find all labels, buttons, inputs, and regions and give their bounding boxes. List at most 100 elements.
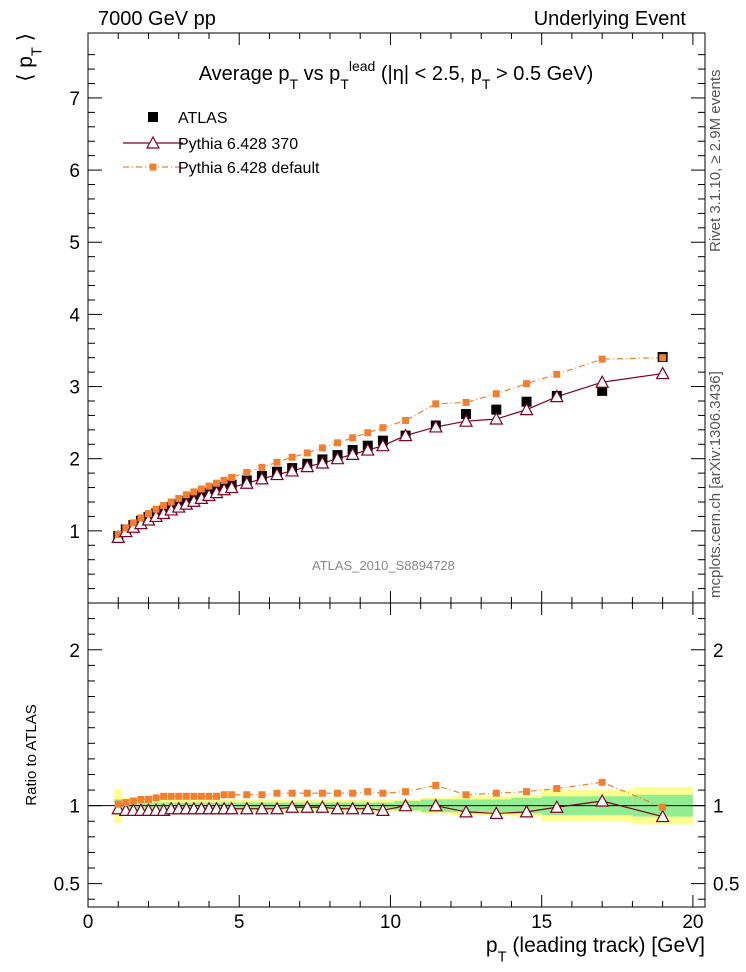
main-panel: 1 2 3 4 5 6 7 Average pT vs pTlead (|η| < 2.5, … bbox=[14, 32, 706, 615]
analysis-reference-label: ATLAS_2010_S8894728 bbox=[312, 558, 455, 573]
data-point-pythia-default bbox=[129, 519, 137, 527]
data-point-pythia-370 bbox=[655, 366, 670, 380]
ratio-point-pythia-370 bbox=[519, 804, 534, 818]
data-point-pythia-default bbox=[152, 505, 160, 513]
series-line-pythia-370 bbox=[117, 372, 663, 538]
ratio-point-pythia-370 bbox=[595, 793, 610, 807]
data-point-pythia-default bbox=[334, 439, 342, 447]
data-point-pythia-370 bbox=[489, 411, 504, 425]
data-point-pythia-default bbox=[462, 398, 470, 406]
data-point-pythia-default bbox=[318, 444, 326, 452]
ratio-y-tick-label-right: 0.5 bbox=[713, 875, 739, 896]
ratio-y-tick-label: 2 bbox=[69, 641, 80, 662]
data-point-pythia-370 bbox=[254, 471, 269, 485]
legend-label: Pythia 6.428 370 bbox=[178, 136, 298, 153]
ratio-point-pythia-370 bbox=[300, 799, 315, 813]
ratio-point-pythia-default bbox=[334, 789, 342, 797]
y-tick-label: 4 bbox=[69, 305, 80, 326]
x-axis-label: pT (leading track) [GeV] bbox=[486, 934, 705, 965]
data-point-pythia-370 bbox=[459, 413, 474, 427]
data-point-pythia-default bbox=[144, 510, 152, 518]
ratio-point-pythia-default bbox=[288, 789, 296, 797]
legend-marker-atlas bbox=[148, 112, 158, 122]
data-point-atlas bbox=[521, 396, 532, 407]
ratio-point-pythia-370 bbox=[489, 806, 504, 820]
ratio-point-pythia-370 bbox=[330, 801, 345, 815]
data-point-pythia-default bbox=[197, 485, 205, 493]
data-point-pythia-370 bbox=[345, 447, 360, 460]
data-point-pythia-370 bbox=[549, 389, 564, 403]
ratio-point-pythia-default bbox=[318, 789, 326, 797]
header-right-label: Underlying Event bbox=[533, 8, 686, 30]
data-point-pythia-default bbox=[220, 476, 228, 484]
ratio-point-pythia-default bbox=[432, 781, 440, 789]
data-point-pythia-default bbox=[160, 502, 168, 510]
ratio-point-pythia-370 bbox=[239, 801, 254, 815]
ratio-point-pythia-370 bbox=[315, 799, 330, 813]
legend-marker-pythia-370 bbox=[145, 135, 161, 149]
ratio-point-pythia-370 bbox=[224, 801, 239, 815]
data-point-pythia-370 bbox=[398, 428, 413, 442]
data-point-pythia-default bbox=[492, 390, 500, 398]
y-tick-label: 7 bbox=[69, 89, 80, 110]
data-point-pythia-default bbox=[213, 479, 221, 487]
ratio-point-pythia-default bbox=[182, 792, 190, 800]
ratio-point-pythia-default bbox=[349, 789, 357, 797]
ratio-point-pythia-default bbox=[160, 792, 168, 800]
data-point-pythia-default bbox=[228, 473, 236, 481]
ratio-point-pythia-default bbox=[129, 797, 137, 805]
data-point-pythia-370 bbox=[270, 467, 285, 481]
ratio-point-pythia-default bbox=[114, 800, 122, 808]
ratio-point-pythia-370 bbox=[375, 803, 390, 816]
ratio-y-tick-label-right: 1 bbox=[713, 797, 724, 818]
ratio-point-pythia-default bbox=[122, 799, 130, 807]
data-point-pythia-default bbox=[122, 524, 130, 532]
data-point-pythia-default bbox=[598, 355, 606, 363]
ratio-point-pythia-default bbox=[379, 789, 387, 797]
chart-title: Average pT vs pTlead (|η| < 2.5, pT > 0.… bbox=[199, 58, 594, 92]
ratio-point-pythia-370 bbox=[398, 798, 413, 812]
ratio-point-pythia-default bbox=[144, 795, 152, 803]
ratio-point-pythia-default bbox=[523, 788, 531, 796]
data-point-pythia-370 bbox=[300, 459, 315, 473]
ratio-point-pythia-370 bbox=[270, 801, 285, 815]
ratio-point-pythia-default bbox=[175, 792, 183, 800]
data-point-pythia-default bbox=[432, 400, 440, 408]
data-point-pythia-370 bbox=[360, 442, 375, 456]
data-point-pythia-default bbox=[303, 449, 311, 457]
x-tick-label: 15 bbox=[531, 912, 552, 933]
ratio-point-pythia-370 bbox=[428, 798, 443, 812]
x-tick-label: 20 bbox=[682, 912, 703, 933]
legend-label: ATLAS bbox=[178, 110, 228, 127]
ratio-y-axis-label: Ratio to ATLAS bbox=[23, 704, 40, 805]
ratio-frame bbox=[87, 602, 706, 908]
legend: ATLAS Pythia 6.428 370 Pythia 6.428 defaul… bbox=[123, 110, 320, 177]
x-tick-label: 10 bbox=[380, 912, 401, 933]
legend-marker-pythia-default bbox=[149, 163, 157, 171]
y-tick-label: 2 bbox=[69, 450, 80, 471]
data-point-pythia-default bbox=[243, 468, 251, 476]
y-tick-label: 3 bbox=[69, 378, 80, 399]
data-point-pythia-370 bbox=[375, 438, 390, 452]
ratio-point-pythia-default bbox=[220, 791, 228, 799]
ratio-point-pythia-default bbox=[205, 792, 213, 800]
data-point-pythia-default bbox=[273, 458, 281, 466]
ratio-point-pythia-default bbox=[598, 778, 606, 786]
ratio-point-pythia-370 bbox=[111, 801, 126, 815]
ratio-point-pythia-default bbox=[213, 792, 221, 800]
ratio-panel: 0 5 10 15 20 0.5 0.5 1 1 2 2 Ratio to ATLAS pT (lead… bbox=[23, 602, 739, 965]
data-point-pythia-default bbox=[402, 416, 410, 424]
ratio-y-tick-label: 0.5 bbox=[54, 875, 80, 896]
data-point-pythia-default bbox=[364, 429, 372, 437]
data-point-pythia-370 bbox=[428, 419, 443, 433]
ratio-point-pythia-370 bbox=[285, 799, 300, 813]
y-axis-label: ⟨ pT ⟩ bbox=[14, 33, 45, 82]
ratio-point-pythia-370 bbox=[345, 801, 360, 815]
y-tick-label: 5 bbox=[69, 233, 80, 254]
data-point-pythia-default bbox=[379, 424, 387, 432]
data-point-pythia-370 bbox=[595, 374, 610, 388]
ratio-point-pythia-370 bbox=[360, 801, 375, 815]
ratio-point-pythia-default bbox=[553, 785, 561, 793]
x-tick-label: 0 bbox=[83, 912, 94, 933]
ratio-point-pythia-default bbox=[228, 791, 236, 799]
